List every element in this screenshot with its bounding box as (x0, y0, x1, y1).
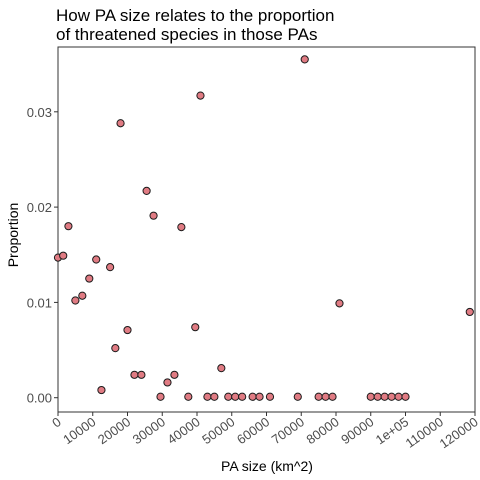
data-point (224, 392, 233, 401)
data-point (196, 91, 205, 100)
data-point (116, 119, 125, 128)
data-point (293, 392, 302, 401)
data-point (300, 55, 309, 64)
data-point (170, 370, 179, 379)
panel-border (57, 46, 476, 413)
x-tick-label: 80000 (303, 414, 341, 447)
x-tick-label: 120000 (437, 414, 480, 451)
data-point (265, 392, 275, 401)
data-point (203, 392, 212, 401)
data-point (59, 251, 68, 260)
x-axis-title: PA size (km^2) (221, 458, 313, 474)
data-point (255, 392, 264, 401)
data-point (328, 392, 337, 401)
y-axis-title: Proportion (5, 203, 21, 268)
x-tick-label: 20000 (95, 414, 133, 447)
x-tick-label: 110000 (403, 414, 446, 451)
chart-title-line-2: of threatened species in those PAs (56, 25, 318, 44)
data-point (366, 392, 375, 401)
data-point (335, 299, 344, 308)
x-tick-label: 10000 (60, 414, 98, 447)
chart-title: How PA size relates to the proportion of… (56, 6, 334, 44)
data-point (394, 392, 403, 401)
data-point (387, 392, 396, 401)
y-axis: 0.00 0.01 0.02 0.03 (27, 105, 58, 406)
data-point (321, 392, 330, 401)
x-tick-label: 70000 (269, 414, 307, 447)
data-point (401, 392, 410, 401)
data-point (231, 392, 240, 401)
data-point (184, 392, 193, 401)
x-tick-label: 30000 (130, 414, 168, 447)
data-point (123, 325, 132, 335)
data-point (137, 370, 146, 379)
data-point (85, 274, 94, 283)
data-point (314, 392, 323, 401)
data-point (92, 255, 101, 264)
x-axis: 0100002000030000400005000060000700008000… (49, 412, 480, 451)
y-tick-label: 0.01 (27, 295, 52, 310)
data-point (248, 392, 257, 401)
x-tick-label: 90000 (338, 414, 376, 447)
data-point (465, 307, 474, 317)
chart-title-line-1: How PA size relates to the proportion (56, 6, 335, 25)
data-point (64, 222, 73, 231)
data-point (238, 392, 247, 401)
plot-panel (57, 46, 476, 413)
data-point (106, 263, 115, 272)
x-tick-label: 50000 (199, 414, 237, 447)
data-point (142, 186, 151, 196)
data-point (373, 392, 382, 401)
data-point (380, 392, 389, 401)
data-point (111, 344, 120, 353)
data-point (71, 296, 80, 305)
x-tick-label: 40000 (164, 414, 202, 447)
data-point (156, 392, 165, 401)
data-point (191, 323, 200, 332)
data-point (97, 385, 106, 395)
x-tick-label: 60000 (234, 414, 272, 447)
y-tick-label: 0.02 (27, 200, 52, 215)
data-point (217, 364, 226, 373)
data-point (177, 223, 186, 232)
data-points (53, 55, 474, 401)
data-point (130, 370, 139, 379)
data-point (210, 392, 219, 401)
data-point (149, 211, 158, 220)
y-tick-label: 0.00 (27, 391, 52, 406)
y-tick-label: 0.03 (27, 105, 52, 120)
data-point (163, 378, 172, 387)
x-tick-label: 0 (49, 414, 64, 430)
data-point (78, 291, 87, 300)
